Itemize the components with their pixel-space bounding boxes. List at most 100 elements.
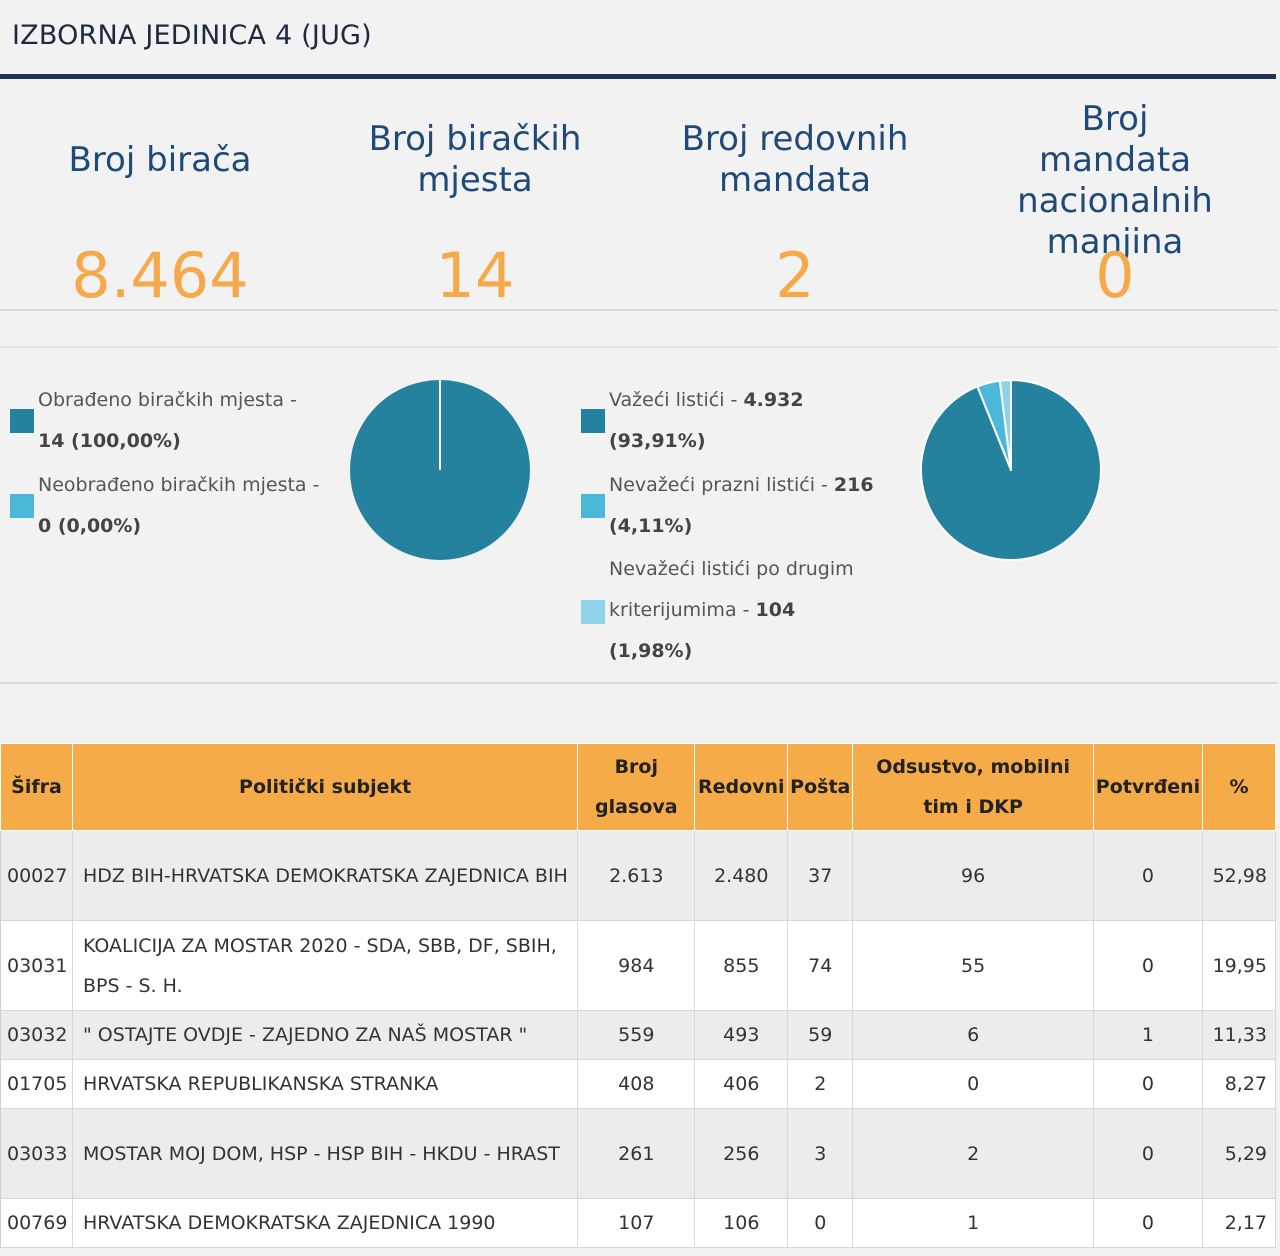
legend-swatch	[581, 409, 605, 433]
cell-mail: 37	[787, 830, 854, 921]
table-row: 03032 " OSTAJTE OVDJE - ZAJEDNO ZA NAŠ MO…	[0, 1010, 1277, 1060]
cell-confirmed: 0	[1092, 1108, 1203, 1199]
cell-absence: 1	[852, 1198, 1094, 1248]
cell-party: KOALICIJA ZA MOSTAR 2020 - SDA, SBB, DF,…	[71, 920, 579, 1011]
pie-slice	[998, 379, 1012, 471]
cell-votes: 559	[577, 1010, 696, 1060]
cell-mail: 0	[787, 1198, 854, 1248]
cell-regular: 106	[694, 1198, 789, 1248]
legend-percent: (93,91%)	[609, 430, 706, 452]
page-title: IZBORNA JEDINICA 4 (JUG)	[12, 20, 372, 51]
legend-swatch	[10, 494, 34, 518]
cell-code: 03032	[0, 1010, 73, 1060]
cell-absence: 55	[852, 920, 1094, 1011]
cell-regular: 855	[694, 920, 789, 1011]
cell-code: 01705	[0, 1059, 73, 1109]
ballots-pie	[920, 379, 1102, 561]
cell-regular: 2.480	[694, 830, 789, 921]
legend-label: Važeći listići -	[609, 389, 744, 411]
cell-party: MOSTAR MOJ DOM, HSP - HSP BIH - HKDU - H…	[71, 1108, 579, 1199]
stat-label: Broj redovnih mandata	[681, 119, 909, 200]
page-header: IZBORNA JEDINICA 4 (JUG)	[0, 0, 1280, 79]
cell-code: 03033	[0, 1108, 73, 1199]
cell-percent: 11,33	[1201, 1010, 1277, 1060]
legend-label: Obrađeno biračkih mjesta -	[38, 389, 297, 411]
col-header-confirmed[interactable]: Potvrđeni	[1092, 743, 1203, 831]
cell-absence: 96	[852, 830, 1094, 921]
legend-value: 0 (0,00%)	[38, 515, 142, 537]
cell-party: HRVATSKA REPUBLIKANSKA STRANKA	[71, 1059, 579, 1109]
cell-confirmed: 0	[1092, 1059, 1203, 1109]
stat-value: 0	[1095, 239, 1135, 312]
col-header-mail[interactable]: Pošta	[787, 743, 854, 831]
cell-regular: 256	[694, 1108, 789, 1199]
legend-swatch	[581, 494, 605, 518]
cell-mail: 2	[787, 1059, 854, 1109]
cell-votes: 408	[577, 1059, 696, 1109]
table-row: 00027 HDZ BIH-HRVATSKA DEMOKRATSKA ZAJEDN…	[0, 830, 1277, 921]
legend-swatch	[581, 600, 605, 624]
legend-swatch	[10, 409, 34, 433]
cell-percent: 5,29	[1201, 1108, 1277, 1199]
table-row: 01705 HRVATSKA REPUBLIKANSKA STRANKA 408 40…	[0, 1059, 1277, 1109]
header-divider	[0, 74, 1276, 79]
cell-party: HRVATSKA DEMOKRATSKA ZAJEDNICA 1990	[71, 1198, 579, 1248]
col-header-party[interactable]: Politički subjekt	[71, 743, 579, 831]
legend-label: Nevažeći listići po drugim	[609, 558, 854, 580]
stat-label: Broj birača	[68, 140, 252, 180]
cell-mail: 3	[787, 1108, 854, 1199]
legend-label: Neobrađeno biračkih mjesta -	[38, 474, 320, 496]
cell-mail: 74	[787, 920, 854, 1011]
cell-percent: 19,95	[1201, 920, 1277, 1011]
cell-code: 00769	[0, 1198, 73, 1248]
cell-regular: 493	[694, 1010, 789, 1060]
cell-votes: 107	[577, 1198, 696, 1248]
cell-confirmed: 1	[1092, 1010, 1203, 1060]
stats-panel: Broj birača 8.464 Broj biračkih mjesta 1…	[0, 79, 1278, 311]
cell-code: 03031	[0, 920, 73, 1011]
cell-percent: 2,17	[1201, 1198, 1277, 1248]
cell-percent: 52,98	[1201, 830, 1277, 921]
cell-votes: 2.613	[577, 830, 696, 921]
table-row: 03033 MOSTAR MOJ DOM, HSP - HSP BIH - HKD…	[0, 1108, 1277, 1199]
stat-voters: Broj birača 8.464	[0, 79, 320, 309]
legend-percent: (4,11%)	[609, 515, 693, 537]
table-header-row: Šifra Politički subjekt Broj glasova Red…	[0, 743, 1277, 831]
col-header-absence[interactable]: Odsustvo, mobilni tim i DKP	[852, 743, 1094, 831]
stat-regular-mandates: Broj redovnih mandata 2	[635, 79, 955, 309]
table-row: 03031 KOALICIJA ZA MOSTAR 2020 - SDA, SBB…	[0, 920, 1277, 1011]
legend-value: 104	[755, 599, 796, 621]
stat-polling-stations: Broj biračkih mjesta 14	[315, 79, 635, 309]
col-header-regular[interactable]: Redovni	[694, 743, 789, 831]
cell-votes: 984	[577, 920, 696, 1011]
col-header-votes[interactable]: Broj glasova	[577, 743, 696, 831]
stat-value: 2	[775, 239, 815, 312]
cell-absence: 2	[852, 1108, 1094, 1199]
legend-value: 216	[833, 474, 874, 496]
cell-confirmed: 0	[1092, 830, 1203, 921]
cell-confirmed: 0	[1092, 920, 1203, 1011]
col-header-percent[interactable]: %	[1201, 743, 1277, 831]
cell-votes: 261	[577, 1108, 696, 1199]
legend-value: 4.932	[743, 389, 804, 411]
cell-confirmed: 0	[1092, 1198, 1203, 1248]
cell-absence: 0	[852, 1059, 1094, 1109]
cell-regular: 406	[694, 1059, 789, 1109]
col-header-code[interactable]: Šifra	[0, 743, 73, 831]
legend-value: 14 (100,00%)	[38, 430, 181, 452]
cell-percent: 8,27	[1201, 1059, 1277, 1109]
charts-panel: Obrađeno biračkih mjesta - 14 (100,00%) …	[0, 346, 1278, 684]
stat-value: 8.464	[71, 239, 249, 312]
cell-party: " OSTAJTE OVDJE - ZAJEDNO ZA NAŠ MOSTAR …	[71, 1010, 579, 1060]
legend-label-cont: kriterijumima -	[609, 599, 756, 621]
stat-minority-mandates: Broj mandata nacionalnih manjina 0	[955, 79, 1275, 309]
cell-mail: 59	[787, 1010, 854, 1060]
stat-value: 14	[435, 239, 515, 312]
results-table: Šifra Politički subjekt Broj glasova Red…	[0, 743, 1277, 1248]
legend-percent: (1,98%)	[609, 640, 693, 662]
table-row: 00769 HRVATSKA DEMOKRATSKA ZAJEDNICA 1990…	[0, 1198, 1277, 1248]
cell-code: 00027	[0, 830, 73, 921]
stat-label: Broj biračkih mjesta	[368, 119, 582, 200]
stat-label: Broj mandata nacionalnih manjina	[1017, 99, 1213, 262]
legend-label: Nevažeći prazni listići -	[609, 474, 834, 496]
